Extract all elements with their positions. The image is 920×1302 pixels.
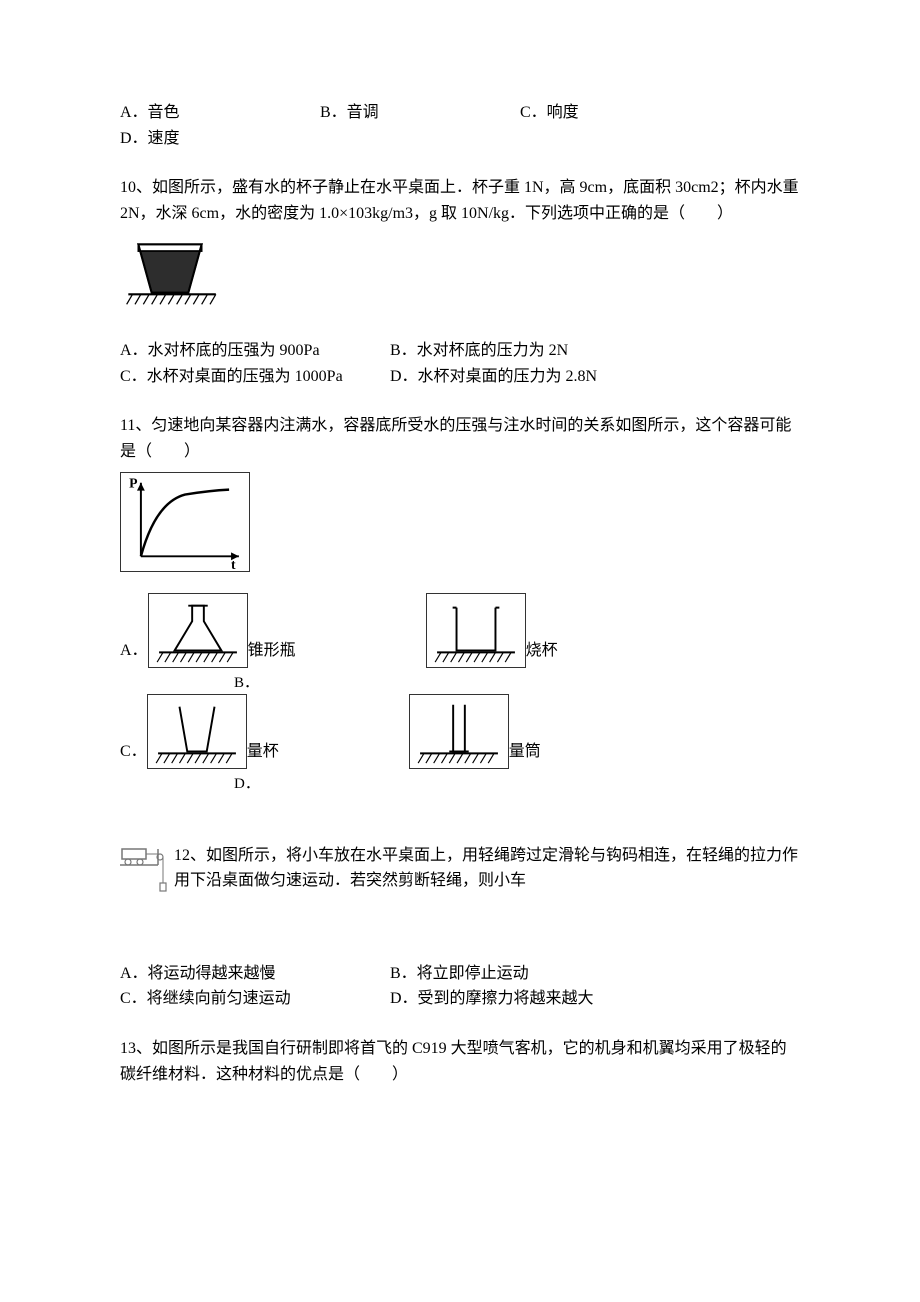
cart-pulley-icon xyxy=(120,843,170,898)
graph-x-label: t xyxy=(231,557,236,572)
q12-text: 12、如图所示，将小车放在水平桌面上，用轻绳跨过定滑轮与钩码相连，在轻绳的拉力作… xyxy=(120,843,800,894)
q9-row1: A．音色 B．音调 C．响度 xyxy=(120,100,800,126)
q11-opt-a-label: 锥形瓶 xyxy=(248,638,296,668)
q9-options: A．音色 B．音调 C．响度 D．速度 xyxy=(120,100,800,151)
q11-opt-b: 烧杯 xyxy=(426,593,558,668)
q13: 13、如图所示是我国自行研制即将首飞的 C919 大型喷气客机，它的机身和机翼均… xyxy=(120,1036,800,1087)
q12-options: A．将运动得越来越慢 B．将立即停止运动 C．将继续向前匀速运动 D．受到的摩擦… xyxy=(120,961,800,1012)
q11-opt-c-label: 量杯 xyxy=(247,739,279,769)
q11-opt-c: C． 量杯 xyxy=(120,694,279,769)
q11-text: 11、匀速地向某容器内注满水，容器底所受水的压强与注水时间的关系如图所示，这个容… xyxy=(120,413,800,464)
q11-opt-a: A． 锥形瓶 xyxy=(120,593,296,668)
q11-opt-d-sub: D． xyxy=(234,775,260,793)
q11-options: A． 锥形瓶 xyxy=(120,593,800,793)
q9-opt-d: D．速度 xyxy=(120,126,800,152)
q12-opt-d: D．受到的摩擦力将越来越大 xyxy=(390,986,690,1012)
q9-opt-b: B．音调 xyxy=(320,100,520,126)
q10-opt-d: D．水杯对桌面的压力为 2.8N xyxy=(390,364,690,390)
q13-text: 13、如图所示是我国自行研制即将首飞的 C919 大型喷气客机，它的机身和机翼均… xyxy=(120,1036,800,1087)
q11-opt-d: 量筒 xyxy=(409,694,541,769)
q10-opt-c: C．水杯对桌面的压强为 1000Pa xyxy=(120,364,390,390)
beaker-icon xyxy=(426,593,526,668)
q11-graph-icon: P t xyxy=(120,472,250,572)
measuring-cup-icon xyxy=(147,694,247,769)
q9-opt-a: A．音色 xyxy=(120,100,320,126)
q10: 10、如图所示，盛有水的杯子静止在水平桌面上．杯子重 1N，高 9cm，底面积 … xyxy=(120,175,800,389)
q10-cup-icon xyxy=(120,236,220,311)
q10-opt-a: A．水对杯底的压强为 900Pa xyxy=(120,338,390,364)
conical-flask-icon xyxy=(148,593,248,668)
q11-opt-d-label: 量筒 xyxy=(509,739,541,769)
q11-opt-b-label: 烧杯 xyxy=(526,638,558,668)
q10-options: A．水对杯底的压强为 900Pa B．水对杯底的压力为 2N C．水杯对桌面的压… xyxy=(120,338,800,389)
q12-opt-c: C．将继续向前匀速运动 xyxy=(120,986,390,1012)
q12: 12、如图所示，将小车放在水平桌面上，用轻绳跨过定滑轮与钩码相连，在轻绳的拉力作… xyxy=(120,843,800,1012)
q10-text: 10、如图所示，盛有水的杯子静止在水平桌面上．杯子重 1N，高 9cm，底面积 … xyxy=(120,175,800,226)
q11-opt-c-letter: C． xyxy=(120,739,147,769)
q12-opt-b: B．将立即停止运动 xyxy=(390,961,690,987)
q12-opt-a: A．将运动得越来越慢 xyxy=(120,961,390,987)
graph-y-label: P xyxy=(129,476,137,491)
graduated-cylinder-icon xyxy=(409,694,509,769)
q11-opt-b-sub: B． xyxy=(234,674,259,692)
q10-opt-b: B．水对杯底的压力为 2N xyxy=(390,338,690,364)
q11: 11、匀速地向某容器内注满水，容器底所受水的压强与注水时间的关系如图所示，这个容… xyxy=(120,413,800,793)
q9-opt-c: C．响度 xyxy=(520,100,720,126)
q11-opt-a-letter: A． xyxy=(120,638,148,668)
